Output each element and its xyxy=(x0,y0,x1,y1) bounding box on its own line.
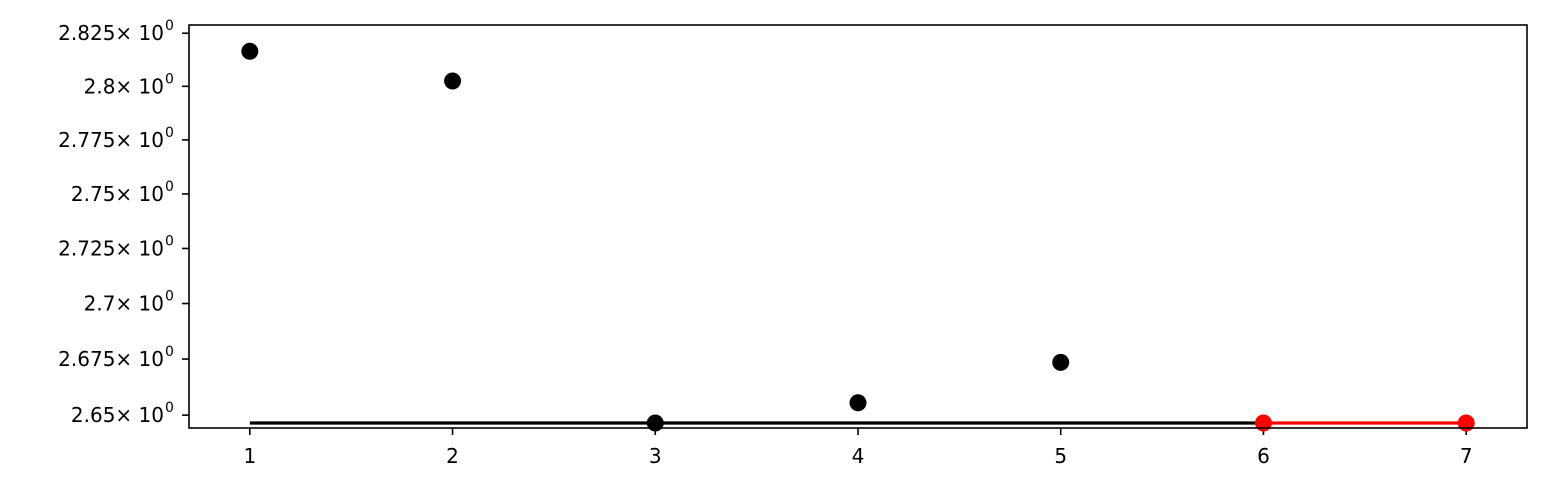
y-tick-label: 2.75× 10 xyxy=(71,182,164,206)
y-tick-label: 2.7× 10 xyxy=(84,292,164,316)
y-tick-exponent: 0 xyxy=(165,344,174,360)
data-point xyxy=(241,42,259,60)
y-tick-exponent: 0 xyxy=(165,179,174,195)
x-tick-label: 6 xyxy=(1257,444,1270,468)
x-tick-label: 2 xyxy=(446,444,459,468)
y-tick-exponent: 0 xyxy=(165,125,174,141)
y-tick-exponent: 0 xyxy=(165,289,174,305)
data-point xyxy=(1052,353,1070,371)
x-tick-label: 4 xyxy=(852,444,865,468)
data-point xyxy=(444,72,462,90)
plot-frame xyxy=(188,24,1528,429)
x-tick-label: 5 xyxy=(1054,444,1067,468)
data-point xyxy=(1457,414,1475,432)
y-tick-label: 2.8× 10 xyxy=(84,74,164,98)
y-tick-exponent: 0 xyxy=(165,233,174,249)
y-tick-label: 2.775× 10 xyxy=(58,128,164,152)
x-tick-label: 3 xyxy=(649,444,662,468)
y-tick-label: 2.725× 10 xyxy=(58,236,164,260)
x-axis-ticks: 1 2 3 4 5 6 7 xyxy=(243,428,1473,468)
data-point xyxy=(1254,414,1272,432)
y-tick-label: 2.65× 10 xyxy=(71,403,164,427)
y-tick-exponent: 0 xyxy=(165,71,174,87)
y-axis-ticks: 2.825× 10 02.8× 10 02.775× 10 02.75× 10 02.7… xyxy=(58,18,189,427)
y-tick-label: 2.825× 10 xyxy=(58,21,164,45)
x-tick-label: 1 xyxy=(243,444,256,468)
data-point xyxy=(849,394,867,412)
y-tick-exponent: 0 xyxy=(165,18,174,34)
x-tick-label: 7 xyxy=(1460,444,1473,468)
y-tick-exponent: 0 xyxy=(165,400,174,416)
y-tick-label: 2.675× 10 xyxy=(58,347,164,371)
